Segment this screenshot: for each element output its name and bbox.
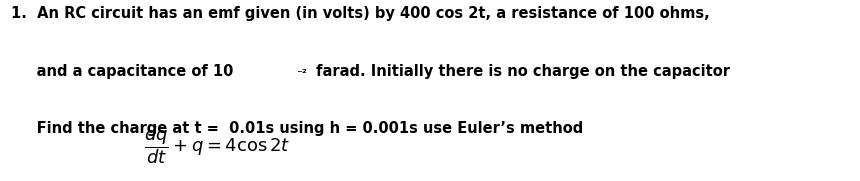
Text: 1.  An RC circuit has an emf given (in volts) by 400 cos 2t, a resistance of 100: 1. An RC circuit has an emf given (in vo… — [10, 6, 710, 21]
Text: ⁻²: ⁻² — [296, 69, 307, 79]
Text: $\dfrac{dq}{dt} + q = 4\cos 2t$: $\dfrac{dq}{dt} + q = 4\cos 2t$ — [144, 124, 291, 166]
Text: farad. Initially there is no charge on the capacitor: farad. Initially there is no charge on t… — [310, 64, 730, 79]
Text: and a capacitance of 10: and a capacitance of 10 — [10, 64, 233, 79]
Text: Find the charge at t =  0.01s using h = 0.001s use Euler’s method: Find the charge at t = 0.01s using h = 0… — [10, 121, 583, 136]
